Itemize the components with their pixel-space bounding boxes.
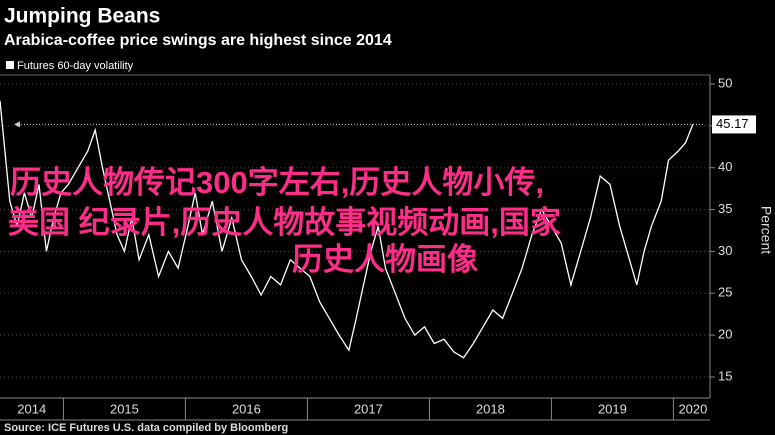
- chart-subtitle: Arabica-coffee price swings are highest …: [4, 32, 392, 49]
- y-tick-label: 30: [718, 243, 732, 258]
- y-tick-label: 15: [718, 368, 732, 383]
- y-axis-label: Percent: [758, 206, 774, 254]
- y-tick-label: 50: [718, 75, 732, 90]
- reference-arrow: [14, 121, 20, 128]
- y-tick-label: 25: [718, 285, 732, 300]
- last-value-label: 45.17: [716, 116, 749, 131]
- source: Source: ICE Futures U.S. data compiled b…: [4, 422, 288, 434]
- last-value-box: [712, 115, 756, 134]
- x-tick-label: 2020: [678, 401, 707, 416]
- y-tick-label: 20: [718, 327, 732, 342]
- y-tick-label: 35: [718, 201, 732, 216]
- x-tick-label: 2016: [232, 401, 261, 416]
- overlay-text: 历史人物传记300字左右,历史人物小传,: [10, 165, 544, 200]
- overlay-text: 美国 纪录片,历史人物故事视频动画,国家: [8, 205, 561, 240]
- x-tick-label: 2018: [476, 401, 505, 416]
- x-tick-label: 2014: [17, 401, 46, 416]
- y-tick-label: 40: [718, 159, 732, 174]
- legend-label: Futures 60-day volatility: [17, 60, 134, 72]
- x-tick-label: 2019: [598, 401, 627, 416]
- x-tick-label: 2017: [354, 401, 383, 416]
- chart-title: Jumping Beans: [4, 5, 160, 28]
- x-tick-label: 2015: [110, 401, 139, 416]
- overlay-text: 历史人物画像: [292, 242, 478, 277]
- line-series: [0, 100, 694, 359]
- legend-swatch: [6, 61, 14, 69]
